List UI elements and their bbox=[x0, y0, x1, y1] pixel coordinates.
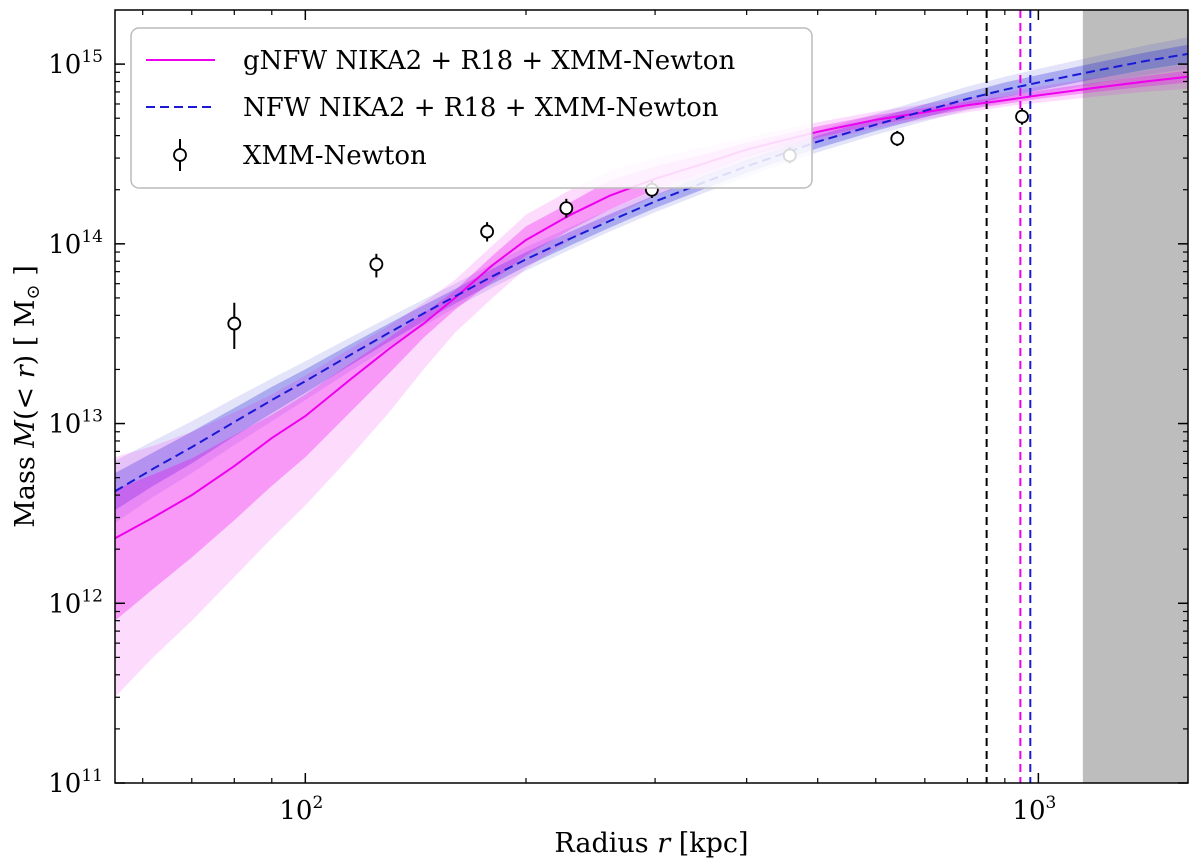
xmm-point-7 bbox=[1015, 107, 1029, 125]
legend-nfw: NFW NIKA2 + R18 + XMM-Newton bbox=[146, 93, 719, 123]
xmm-marker bbox=[890, 131, 905, 146]
x-tick-label: 102 bbox=[279, 793, 323, 826]
xmm-point-1 bbox=[369, 253, 384, 278]
legend: gNFW NIKA2 + R18 + XMM-Newton NFW NIKA2 +… bbox=[130, 27, 813, 189]
xmm-point-6 bbox=[890, 130, 905, 147]
xmm-marker bbox=[369, 257, 384, 272]
xmm-marker bbox=[227, 316, 242, 331]
x-axis-label: Radius r [kpc] bbox=[554, 828, 748, 859]
y-tick-label: 1011 bbox=[48, 766, 103, 799]
y-tick-label: 1014 bbox=[48, 227, 103, 260]
legend-xmm-marker-swatch bbox=[173, 148, 187, 162]
xmm-marker bbox=[559, 201, 574, 216]
nfw-band-outer bbox=[115, 37, 1188, 523]
nfw-line bbox=[115, 52, 1188, 493]
plot-frame bbox=[114, 9, 1189, 784]
legend-box bbox=[130, 27, 813, 189]
gnfw-line bbox=[115, 75, 1188, 540]
legend-xmm: XMM-Newton bbox=[173, 139, 427, 171]
y-tick-label: 1013 bbox=[48, 407, 103, 440]
xmm-point-2 bbox=[480, 222, 495, 242]
y-tick-label: 1015 bbox=[48, 47, 103, 80]
y-axis-label: Mass M(< r) [ M⊙ ] bbox=[10, 265, 44, 527]
xmm-marker bbox=[1015, 109, 1029, 124]
xmm-point-0 bbox=[227, 302, 242, 349]
y-tick-label: 1012 bbox=[48, 586, 103, 619]
legend-gnfw-label: gNFW NIKA2 + R18 + XMM-Newton bbox=[243, 46, 735, 76]
xmm-marker bbox=[480, 224, 495, 239]
legend-gnfw: gNFW NIKA2 + R18 + XMM-Newton bbox=[146, 46, 735, 76]
legend-nfw-label: NFW NIKA2 + R18 + XMM-Newton bbox=[243, 93, 719, 123]
legend-xmm-label: XMM-Newton bbox=[243, 141, 427, 171]
xmm-point-3 bbox=[559, 198, 574, 218]
excluded-region bbox=[1082, 10, 1188, 783]
x-tick-label: 103 bbox=[1012, 793, 1056, 826]
